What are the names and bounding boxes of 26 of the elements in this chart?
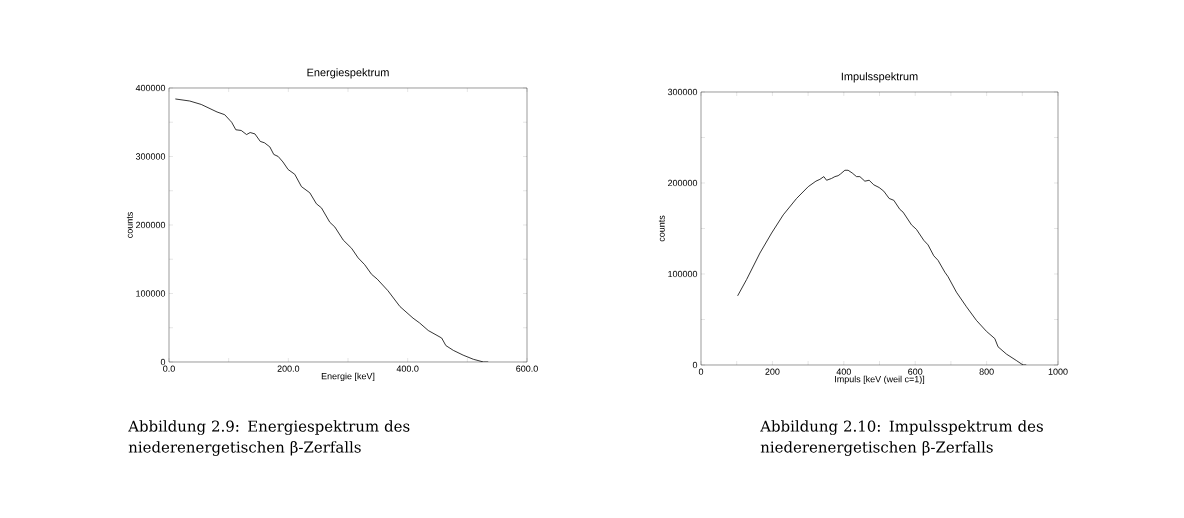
chart-title: Energiespektrum	[307, 68, 389, 79]
x-tick-label: 600.0	[516, 365, 538, 372]
x-tick-label: 200	[765, 368, 780, 375]
y-tick-label: 300000	[667, 88, 698, 96]
x-axis-title: Impuls [keV (weil c=1)]	[835, 375, 925, 385]
y-axis-title: counts	[126, 212, 133, 238]
x-tick-label: 200.0	[277, 365, 300, 372]
x-axis-title: Energie [keV]	[321, 372, 375, 382]
y-tick-label: 200000	[668, 179, 698, 187]
y-tick-label: 200000	[136, 221, 166, 229]
y-tick-label: 300000	[135, 153, 166, 160]
x-tick-label: 1000	[1048, 368, 1068, 375]
text: Abbildung 2.10: Impulsspektrum des niederenergetischen β-Zerfalls	[760, 420, 1043, 456]
x-tick-label: 800	[979, 368, 994, 375]
text: Abbildung 2.9: Energiespektrum des niederenergetischen β-Zerfalls	[128, 420, 410, 456]
chart-title: Impulsspektrum	[841, 72, 918, 83]
y-tick-label: 100000	[668, 270, 698, 278]
x-tick-label: 0.0	[163, 365, 175, 372]
y-axis-title: counts	[658, 215, 665, 242]
y-tick-label: 400000	[135, 84, 166, 92]
x-tick-label: 400.0	[396, 365, 419, 372]
y-tick-label: 100000	[136, 290, 166, 297]
y-tick-label: 0	[160, 358, 166, 366]
x-tick-label: 600	[908, 368, 923, 375]
x-tick-label: 0	[698, 368, 704, 375]
x-tick-label: 400	[836, 368, 851, 375]
